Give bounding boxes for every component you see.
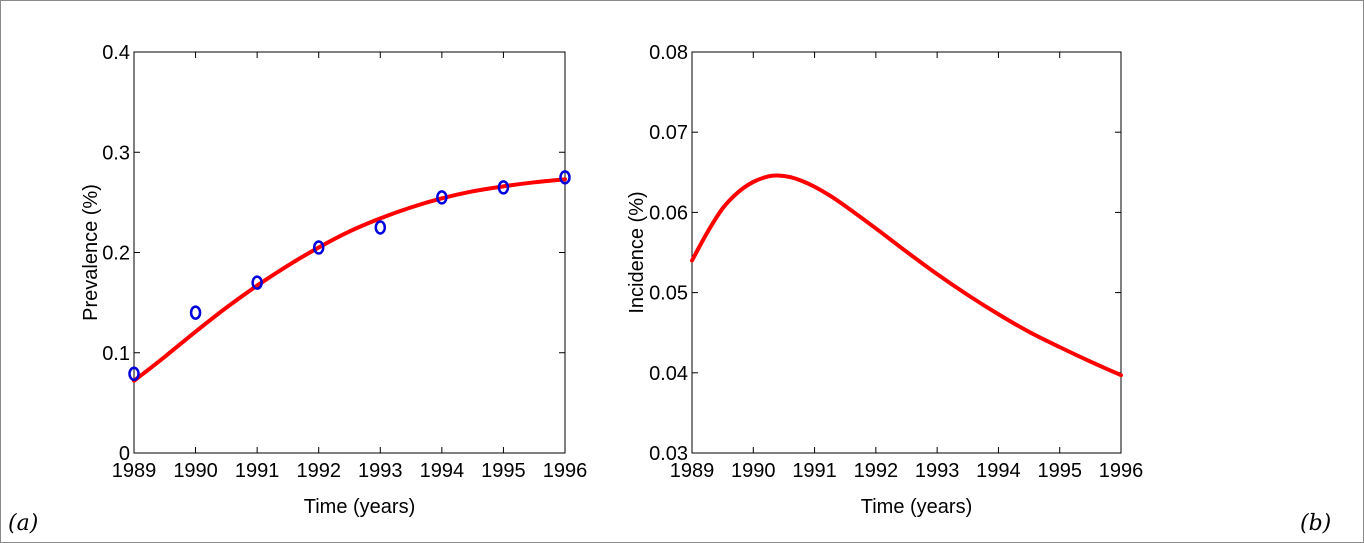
x-tick-label: 1990: [731, 460, 776, 482]
x-tick-label: 1991: [235, 460, 280, 482]
x-tick-label: 1996: [543, 460, 588, 482]
data-point-marker: [436, 190, 448, 205]
x-tick-label: 1994: [976, 460, 1021, 482]
x-tick-label: 1993: [915, 460, 960, 482]
x-tick-label: 1991: [792, 460, 837, 482]
x-tick-label: 1995: [1037, 460, 1082, 482]
y-axis-title: Prevalence (%): [80, 184, 102, 321]
y-tick-label: 0.08: [649, 42, 688, 64]
y-tick-label: 0.4: [102, 42, 130, 64]
data-point-marker: [189, 305, 202, 320]
x-tick-label: 1989: [670, 460, 715, 482]
panel-a-label: (a): [8, 511, 38, 536]
data-point-marker: [128, 366, 140, 382]
panel-a-prevalence-chart: 1989 1990 1991 1992 1993 1994 1995 1996 0 0.1 0.2 0…: [80, 42, 587, 518]
panel-b-label: (b): [1300, 511, 1331, 536]
x-tick-label: 1989: [112, 460, 157, 482]
x-tick-label: 1994: [420, 460, 465, 482]
y-tick-label: 0.03: [649, 443, 688, 465]
y-tick-label: 0.1: [102, 343, 130, 365]
y-tick-label: 0.2: [102, 243, 130, 265]
y-tick-label: 0.04: [649, 363, 688, 385]
x-tick-label: 1996: [1099, 460, 1144, 482]
data-point-marker: [374, 220, 387, 235]
x-tick-label: 1993: [358, 460, 403, 482]
data-point-marker: [559, 170, 571, 185]
y-axis-title: Incidence (%): [626, 191, 648, 313]
x-tick-label: 1995: [481, 460, 526, 482]
plot-area-box: [691, 51, 1122, 454]
y-tick-label: 0: [119, 443, 130, 465]
data-point-marker: [312, 240, 325, 255]
model-curve: [690, 173, 1123, 378]
x-tick-label: 1992: [854, 460, 899, 482]
x-tick-label: 1990: [173, 460, 218, 482]
y-tick-label: 0.07: [649, 122, 688, 144]
y-tick-label: 0.05: [649, 283, 688, 305]
panel-b-incidence-chart: 1989 1990 1991 1992 1993 1994 1995 1996 0.03 0.04…: [626, 42, 1143, 518]
y-tick-label: 0.3: [102, 142, 130, 164]
data-point-marker: [497, 180, 510, 195]
plot-area-box: [133, 51, 566, 454]
data-point-marker: [251, 275, 263, 290]
x-tick-label: 1992: [296, 460, 341, 482]
model-curve: [132, 177, 567, 383]
x-axis-title: Time (years): [861, 496, 972, 518]
x-axis-title: Time (years): [304, 496, 415, 518]
y-tick-label: 0.06: [649, 202, 688, 224]
